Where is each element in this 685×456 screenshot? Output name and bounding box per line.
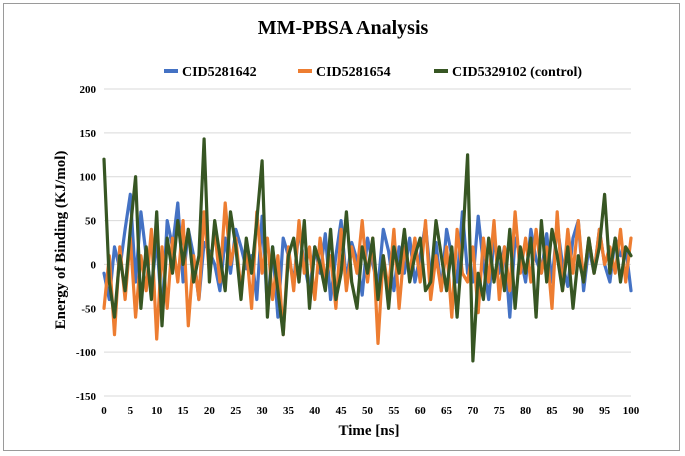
x-tick-label: 40: [309, 405, 321, 417]
legend: CID5281642 CID5281654 CID5329102 (control): [164, 65, 582, 80]
x-tick-label: 70: [467, 405, 479, 417]
x-tick-label: 20: [204, 405, 216, 417]
x-tick-label: 95: [599, 405, 611, 417]
y-tick-label: -50: [81, 303, 96, 315]
y-tick-label: -100: [76, 347, 97, 359]
x-tick-label: 10: [151, 405, 163, 417]
x-tick-label: 100: [623, 405, 640, 417]
x-tick-label: 50: [362, 405, 374, 417]
x-tick-label: 25: [230, 405, 242, 417]
y-tick-labels: -150 -100 -50 0 50 100 150 200: [76, 84, 97, 403]
x-tick-label: 60: [415, 405, 427, 417]
x-tick-label: 30: [257, 405, 269, 417]
x-tick-label: 15: [178, 405, 190, 417]
x-tick-label: 5: [128, 405, 134, 417]
x-tick-label: 45: [336, 405, 348, 417]
x-tick-label: 80: [520, 405, 532, 417]
chart: -150 -100 -50 0 50 100 150 200 0 5 10 15 20 25 30 35 40…: [53, 17, 640, 439]
y-axis-title: Energy of Binding (KJ/mol): [53, 151, 69, 330]
x-tick-label: 65: [441, 405, 453, 417]
x-tick-label: 0: [101, 405, 107, 417]
legend-label-2: CID5281654: [316, 65, 391, 80]
x-tick-label: 85: [546, 405, 558, 417]
y-tick-label: 50: [85, 216, 97, 228]
y-tick-label: 0: [91, 259, 97, 271]
legend-label-3: CID5329102 (control): [452, 65, 582, 80]
y-tick-label: -150: [76, 391, 97, 403]
chart-title: MM-PBSA Analysis: [258, 17, 429, 39]
x-tick-label: 55: [388, 405, 400, 417]
x-tick-label: 75: [494, 405, 506, 417]
series-lines: [102, 137, 633, 363]
x-tick-label: 35: [283, 405, 295, 417]
series-line-3: [102, 137, 633, 363]
x-axis-title: Time [ns]: [339, 423, 400, 439]
y-tick-label: 200: [80, 84, 97, 96]
x-tick-label: 90: [573, 405, 585, 417]
chart-frame: -150 -100 -50 0 50 100 150 200 0 5 10 15 20 25 30 35 40…: [3, 3, 680, 451]
x-tick-labels: 0 5 10 15 20 25 30 35 40 45 50 55 60 65 70 75 80 85 90 95 10…: [101, 405, 640, 417]
y-tick-label: 150: [80, 128, 97, 140]
legend-label-1: CID5281642: [182, 65, 257, 80]
y-tick-label: 100: [80, 172, 97, 184]
